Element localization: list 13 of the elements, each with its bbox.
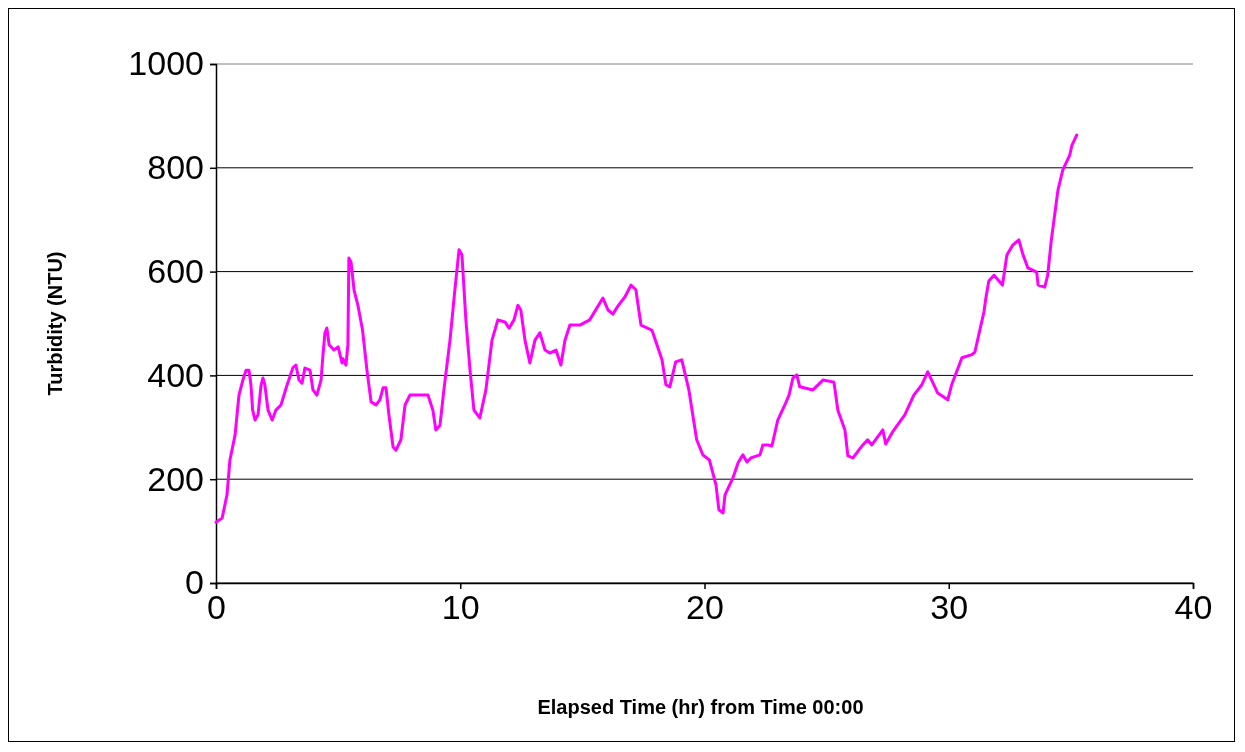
y-axis-title: Turbidity (NTU) (44, 251, 66, 396)
x-tick-label: 10 (441, 588, 480, 627)
y-tick-label: 800 (147, 148, 204, 187)
x-axis-title: Elapsed Time (hr) from Time 00:00 (537, 696, 864, 718)
y-tick-label: 600 (147, 251, 204, 290)
y-tick-label: 1000 (128, 44, 204, 83)
x-tick-label: 40 (1174, 588, 1213, 627)
line-series (214, 133, 1079, 524)
x-tick-label: 20 (686, 588, 724, 627)
y-tick-label: 400 (147, 355, 204, 394)
x-tick-label: 30 (930, 588, 969, 627)
y-tick-label: 200 (147, 459, 204, 498)
y-tick-label: 0 (185, 563, 204, 602)
